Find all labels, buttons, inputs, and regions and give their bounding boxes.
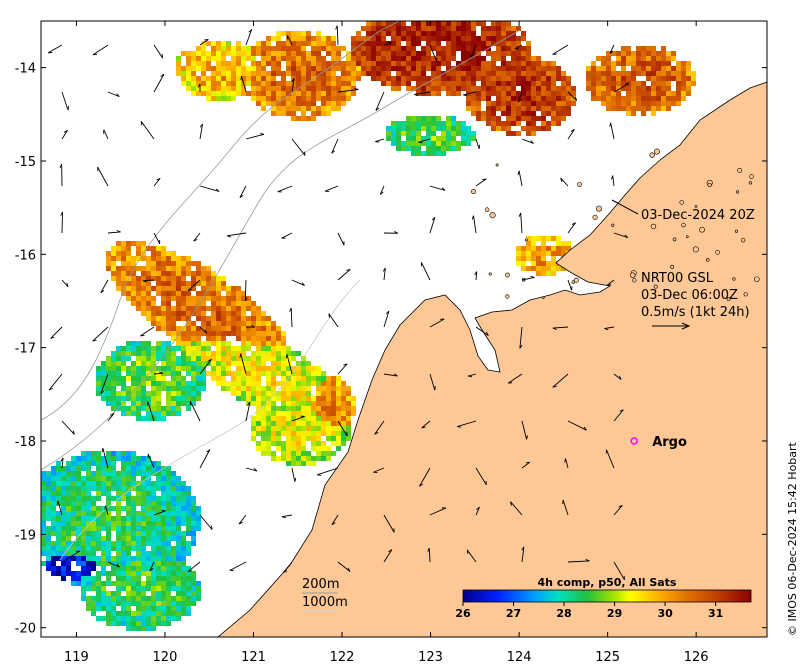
x-tick-label: 119 (64, 650, 89, 665)
y-tick-label: -14 (15, 62, 36, 77)
x-tick-label: 125 (595, 650, 620, 665)
x-axis-labels: 119 120 121 122 123 124 125 126 (64, 650, 709, 665)
x-tick-label: 123 (418, 650, 443, 665)
y-tick-label: -18 (15, 435, 36, 450)
y-tick-label: -17 (15, 342, 36, 357)
credit-text: © IMOS 06-Dec-2024 15:42 Hobart (786, 441, 799, 636)
x-tick-label: 120 (153, 650, 178, 665)
colorbar-tick-label: 28 (556, 607, 571, 620)
x-tick-label: 122 (330, 650, 355, 665)
depth-1000-label: 1000m (302, 595, 348, 610)
depth-200-label: 200m (302, 577, 339, 592)
plot-frame (40, 20, 768, 638)
colorbar-tick-label: 27 (506, 607, 521, 620)
y-tick-label: -15 (15, 155, 36, 170)
colorbar (462, 589, 752, 603)
x-tick-label: 121 (241, 650, 266, 665)
y-tick-label: -20 (15, 622, 36, 637)
colorbar-tick-label: 30 (657, 607, 673, 620)
current-product-label: NRT00 GSL (641, 271, 714, 286)
bathymetry-contours (41, 21, 521, 561)
y-tick-label: -19 (15, 528, 36, 543)
colorbar-tick-label: 26 (455, 607, 471, 620)
scale-arrow (652, 322, 691, 330)
colorbar-tick-label: 31 (708, 607, 723, 620)
current-time-label: 03-Dec 06:00Z (641, 288, 738, 303)
colorbar-title: 4h comp, p50, All Sats (538, 576, 677, 589)
australia-land (217, 21, 767, 637)
x-tick-label: 124 (507, 650, 532, 665)
sst-pixels (41, 21, 696, 631)
argo-float-marker[interactable] (630, 437, 638, 445)
x-tick-label: 126 (684, 650, 709, 665)
y-tick-label: -16 (15, 248, 36, 263)
axis-ticks (41, 21, 767, 637)
current-arrows (48, 25, 630, 581)
timestamp-leader-line (611, 199, 639, 215)
colorbar-ticks: 26 27 28 29 30 31 (455, 602, 723, 620)
coastal-islands (470, 148, 760, 301)
scale-label: 0.5m/s (1kt 24h) (641, 305, 750, 320)
argo-label: Argo (652, 435, 687, 450)
colorbar-tick-label: 29 (607, 607, 622, 620)
timestamp-label: 03-Dec-2024 20Z (641, 208, 755, 223)
y-axis-labels: -14 -15 -16 -17 -18 -19 -20 (15, 62, 36, 637)
